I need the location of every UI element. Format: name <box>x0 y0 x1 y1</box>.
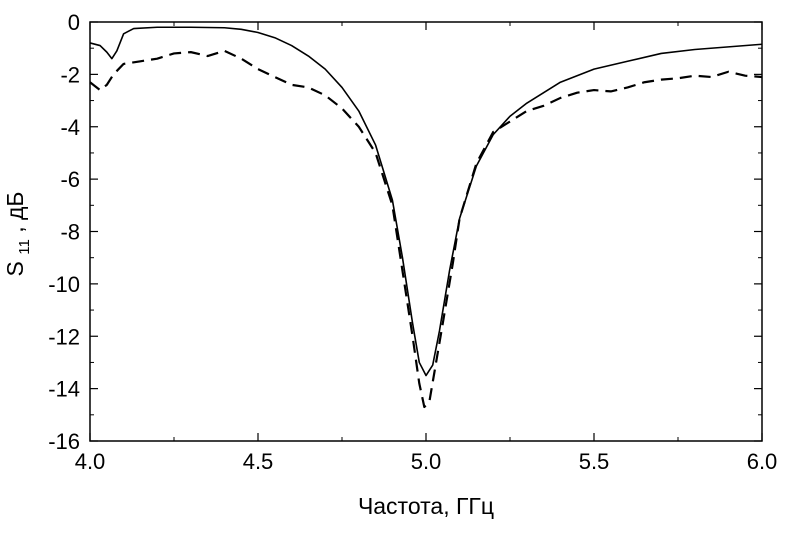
x-tick-label: 5.5 <box>579 449 610 474</box>
series-line-2-dashed <box>90 51 762 407</box>
plot-frame <box>90 22 762 441</box>
plot-area <box>90 22 762 441</box>
y-axis-label-suffix: , дБ <box>2 192 28 233</box>
x-axis-label: Частота, ГГц <box>358 493 494 519</box>
y-tick-label: 0 <box>68 10 80 35</box>
y-tick-label: -12 <box>48 324 80 349</box>
y-axis-label-subscript: 11 <box>16 239 33 255</box>
x-tick-label: 6.0 <box>747 449 778 474</box>
y-tick-label: -4 <box>60 115 80 140</box>
x-tick-label: 5.0 <box>411 449 442 474</box>
series-layer <box>90 27 762 407</box>
y-tick-label: -6 <box>60 167 80 192</box>
y-axis: 0 -2 -4 -6 -8 -10 -12 -14 -16 <box>48 10 762 454</box>
x-tick-label: 4.5 <box>243 449 274 474</box>
y-tick-label: -10 <box>48 272 80 297</box>
y-axis-label: S 11 , дБ <box>2 192 34 277</box>
y-tick-label: -14 <box>48 377 80 402</box>
y-tick-label: -2 <box>60 62 80 87</box>
y-tick-label: -16 <box>48 429 80 454</box>
y-tick-label: -8 <box>60 220 80 245</box>
y-axis-label-main: S <box>2 261 28 276</box>
